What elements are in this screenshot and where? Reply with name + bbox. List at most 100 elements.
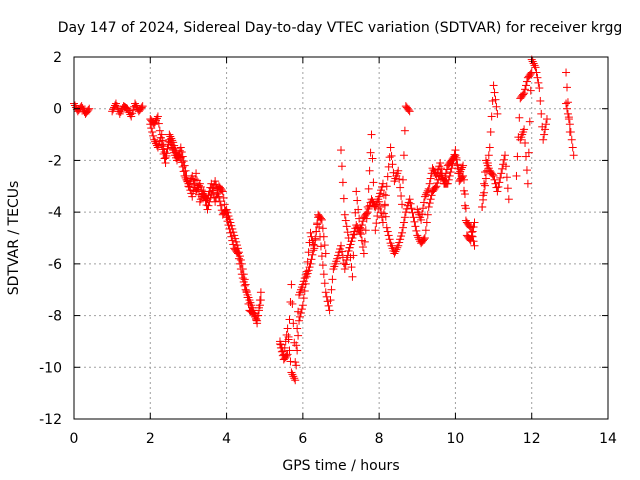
data-point: [317, 215, 326, 224]
data-point: [288, 299, 297, 308]
data-point: [232, 237, 241, 246]
data-point: [170, 141, 179, 150]
data-point: [348, 272, 357, 281]
data-point: [307, 232, 316, 241]
data-point: [311, 235, 320, 244]
data-point: [534, 78, 543, 87]
data-point: [343, 228, 352, 237]
y-tick-label: -6: [48, 257, 62, 273]
data-point: [402, 204, 411, 213]
data-point: [234, 248, 243, 257]
data-point: [291, 376, 300, 385]
data-point: [436, 159, 445, 168]
data-point: [227, 221, 236, 230]
data-point: [522, 166, 531, 175]
data-point: [303, 269, 312, 278]
data-point: [409, 213, 418, 222]
data-point: [382, 182, 391, 191]
data-point: [253, 316, 262, 325]
data-point: [341, 216, 350, 225]
data-point: [322, 292, 331, 301]
data-point: [312, 227, 321, 236]
data-point: [131, 101, 140, 110]
data-point: [178, 162, 187, 171]
x-tick-labels: 0 2 4 6 8 10 12 14: [70, 431, 617, 447]
data-point: [376, 189, 385, 198]
data-point: [465, 235, 474, 244]
data-point: [254, 311, 263, 320]
data-point: [234, 244, 243, 253]
data-point: [467, 232, 476, 241]
data-point: [346, 240, 355, 249]
data-point: [185, 182, 194, 191]
data-point: [369, 178, 378, 187]
data-point: [375, 197, 384, 206]
data-point: [168, 136, 177, 145]
data-point: [337, 162, 346, 171]
data-point: [425, 179, 434, 188]
data-point: [447, 164, 456, 173]
x-tick-label: 0: [70, 431, 79, 447]
data-point: [181, 173, 190, 182]
data-point: [243, 293, 252, 302]
y-tick-label: -2: [48, 153, 62, 169]
data-point: [433, 179, 442, 188]
data-point: [426, 195, 435, 204]
data-point: [303, 257, 312, 266]
data-point: [282, 330, 291, 339]
data-point: [171, 144, 180, 153]
data-point: [395, 238, 404, 247]
data-point: [490, 175, 499, 184]
data-point: [565, 127, 574, 136]
data-point: [151, 118, 160, 127]
data-point: [293, 346, 302, 355]
data-point: [131, 99, 140, 108]
data-point: [109, 105, 118, 114]
data-point: [433, 168, 442, 177]
data-point: [524, 148, 533, 157]
data-point: [373, 212, 382, 221]
data-point: [514, 133, 523, 142]
data-point: [452, 153, 461, 162]
data-point: [432, 171, 441, 180]
data-point: [378, 182, 387, 191]
data-point: [154, 119, 163, 128]
data-point: [152, 141, 161, 150]
data-point: [293, 324, 302, 333]
data-point: [535, 84, 544, 93]
data-point: [150, 135, 159, 144]
data-point: [541, 125, 550, 134]
data-point: [400, 126, 409, 135]
data-point: [158, 145, 167, 154]
data-point: [199, 187, 208, 196]
data-point: [481, 174, 490, 183]
data-point: [182, 175, 191, 184]
data-points: [70, 55, 578, 385]
y-tick-label: -8: [48, 309, 62, 325]
data-point: [153, 112, 162, 121]
data-point: [401, 208, 410, 217]
data-point: [519, 90, 528, 99]
data-point: [458, 173, 467, 182]
data-point: [318, 224, 327, 233]
data-point: [438, 169, 447, 178]
data-point: [382, 223, 391, 232]
data-point: [138, 102, 147, 111]
data-point: [349, 251, 358, 260]
y-axis-label: SDTVAR / TECUs: [6, 181, 22, 296]
data-point: [562, 68, 571, 77]
data-point: [419, 235, 428, 244]
data-point: [492, 102, 501, 111]
data-point: [288, 370, 297, 379]
data-point: [362, 214, 371, 223]
data-point: [478, 202, 487, 211]
data-point: [448, 159, 457, 168]
data-point: [364, 204, 373, 213]
data-point: [229, 228, 238, 237]
data-point: [333, 254, 342, 263]
data-point: [277, 347, 286, 356]
data-point: [337, 146, 345, 155]
data-point: [321, 249, 330, 258]
data-point: [318, 261, 327, 270]
data-point: [425, 199, 434, 208]
